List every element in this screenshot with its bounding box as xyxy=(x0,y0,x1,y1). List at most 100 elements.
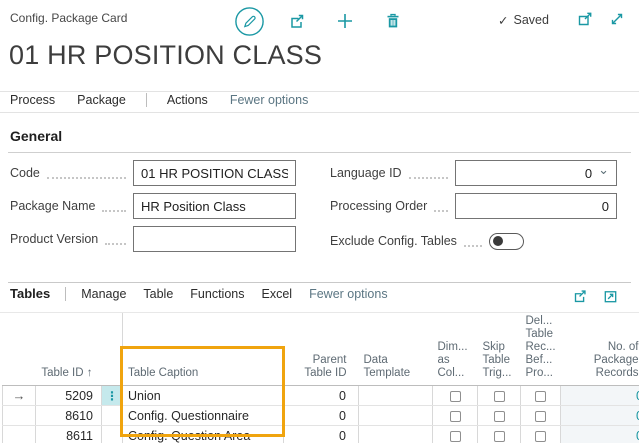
col-dim-as-col[interactable]: Dim... as Col... xyxy=(432,313,478,386)
processing-order-label: Processing Order xyxy=(330,199,428,213)
save-status-label: Saved xyxy=(513,13,549,27)
records-link[interactable]: 0 xyxy=(561,389,638,403)
page-title: 01 HR POSITION CLASS xyxy=(9,40,323,70)
cell-table-id[interactable]: 8610 xyxy=(35,405,102,426)
menu-package[interactable]: Package xyxy=(77,93,126,107)
cell-table-caption[interactable]: Union xyxy=(122,385,284,406)
package-name-input[interactable] xyxy=(133,193,296,219)
language-id-input[interactable]: 0 ⌄ xyxy=(455,160,617,186)
table-row[interactable]: 8611 Config. Question Area 0 0 xyxy=(2,425,639,443)
divider xyxy=(8,282,631,283)
checkbox[interactable] xyxy=(493,410,505,422)
checkbox[interactable] xyxy=(535,430,546,442)
tables-menu-manage[interactable]: Manage xyxy=(81,286,127,301)
exclude-config-tables-toggle[interactable] xyxy=(488,232,524,250)
window-icons xyxy=(576,10,626,28)
cell-dim-as-col xyxy=(432,425,478,443)
package-name-label: Package Name xyxy=(10,199,96,213)
popout-icon[interactable] xyxy=(576,10,594,28)
menu-fewer-options[interactable]: Fewer options xyxy=(229,93,309,107)
records-link[interactable]: 0 xyxy=(561,409,638,423)
cell-dim-as-col xyxy=(432,405,478,426)
checkbox[interactable] xyxy=(535,390,546,402)
code-input[interactable] xyxy=(133,160,296,186)
divider xyxy=(0,312,639,313)
row-options-icon[interactable]: ⋮ xyxy=(101,385,123,406)
tables-menu-table[interactable]: Table xyxy=(143,286,174,301)
edit-icon[interactable] xyxy=(233,5,265,37)
col-del-table-rec[interactable]: Del... Table Rec... Bef... Pro... xyxy=(520,313,561,386)
focus-mode-icon[interactable] xyxy=(602,288,619,305)
tables-menu-excel[interactable]: Excel xyxy=(261,286,293,301)
cell-data-template[interactable] xyxy=(358,385,433,406)
cell-parent-table-id[interactable]: 0 xyxy=(283,425,359,443)
exclude-config-tables-field-row: Exclude Config. Tables xyxy=(330,228,617,254)
action-bar: Process Package Actions Fewer options xyxy=(10,93,308,107)
share-icon[interactable] xyxy=(281,5,313,37)
tables-menu-fewer-options[interactable]: Fewer options xyxy=(309,286,388,301)
tables-menu-functions[interactable]: Functions xyxy=(190,286,245,301)
cell-dim-as-col xyxy=(432,385,478,406)
dotted-leader xyxy=(408,177,448,179)
cell-skip-table-trig xyxy=(477,425,521,443)
divider xyxy=(0,91,639,92)
product-version-label: Product Version xyxy=(10,232,99,246)
page-action-icons xyxy=(233,5,409,37)
col-table-caption[interactable]: Table Caption xyxy=(122,313,284,386)
checkbox[interactable] xyxy=(449,390,461,402)
cell-table-caption[interactable]: Config. Questionnaire xyxy=(122,405,284,426)
share-icon[interactable] xyxy=(571,287,589,305)
menu-divider xyxy=(145,93,147,107)
breadcrumb[interactable]: Config. Package Card xyxy=(10,11,128,25)
cell-data-template[interactable] xyxy=(358,405,433,426)
col-skip-table-trig[interactable]: Skip Table Trig... xyxy=(477,313,521,386)
col-row-menu xyxy=(101,313,123,386)
cell-del-table-rec xyxy=(520,405,561,426)
general-section-title: General xyxy=(10,128,63,144)
toggle-knob xyxy=(492,236,503,246)
row-marker-icon xyxy=(2,425,36,443)
row-options-icon[interactable] xyxy=(101,405,123,426)
col-table-id[interactable]: Table ID ↑ xyxy=(35,313,102,386)
row-options-icon[interactable] xyxy=(101,425,123,443)
checkbox[interactable] xyxy=(493,430,505,442)
product-version-field-row: Product Version xyxy=(10,226,296,252)
language-id-field-row: Language ID 0 ⌄ xyxy=(330,160,617,186)
col-no-of-package-records[interactable]: No. of Package Records xyxy=(560,313,639,386)
cell-parent-table-id[interactable]: 0 xyxy=(283,385,359,406)
tables-bar-icons xyxy=(571,287,619,305)
cell-parent-table-id[interactable]: 0 xyxy=(283,405,359,426)
cell-data-template[interactable] xyxy=(358,425,433,443)
cell-del-table-rec xyxy=(520,425,561,443)
cell-no-of-package-records: 0 xyxy=(560,425,639,443)
menu-actions[interactable]: Actions xyxy=(166,93,208,107)
checkbox[interactable] xyxy=(535,410,546,422)
chevron-down-icon[interactable]: ⌄ xyxy=(598,162,609,177)
divider xyxy=(8,152,631,153)
col-data-template[interactable]: Data Template xyxy=(358,313,433,386)
row-marker-icon: → xyxy=(2,385,36,406)
checkbox[interactable] xyxy=(449,410,461,422)
tables-part-title[interactable]: Tables xyxy=(10,286,51,301)
cell-skip-table-trig xyxy=(477,405,521,426)
menu-process[interactable]: Process xyxy=(10,93,56,107)
language-id-label: Language ID xyxy=(330,166,402,180)
records-link[interactable]: 0 xyxy=(561,429,638,443)
cell-table-id[interactable]: 5209 xyxy=(35,385,102,406)
table-row[interactable]: → 5209 ⋮ Union 0 0 xyxy=(2,385,639,406)
checkbox[interactable] xyxy=(449,430,461,442)
product-version-input[interactable] xyxy=(133,226,296,252)
col-selector xyxy=(2,313,36,386)
checkbox[interactable] xyxy=(493,390,505,402)
processing-order-input[interactable] xyxy=(455,193,617,219)
processing-order-field-row: Processing Order xyxy=(330,193,617,219)
resize-icon[interactable] xyxy=(608,10,626,28)
new-icon[interactable] xyxy=(329,5,361,37)
table-row[interactable]: 8610 Config. Questionnaire 0 0 xyxy=(2,405,639,426)
cell-table-id[interactable]: 8611 xyxy=(35,425,102,443)
row-marker-icon xyxy=(2,405,36,426)
col-parent-table-id[interactable]: Parent Table ID xyxy=(283,313,359,386)
cell-table-caption[interactable]: Config. Question Area xyxy=(122,425,284,443)
delete-icon[interactable] xyxy=(377,5,409,37)
